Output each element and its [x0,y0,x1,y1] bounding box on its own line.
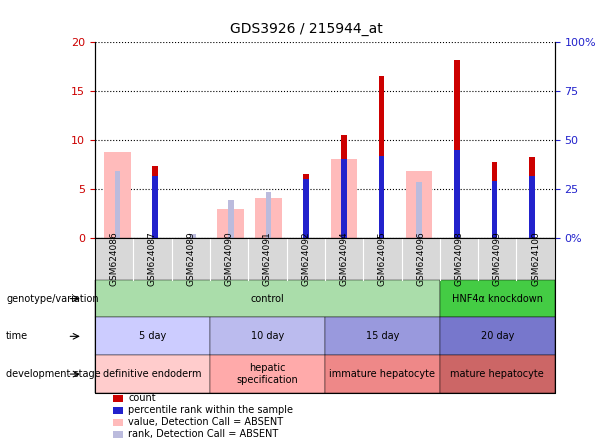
Bar [255,198,281,238]
Text: mature hepatocyte: mature hepatocyte [451,369,544,379]
Text: rank, Detection Call = ABSENT: rank, Detection Call = ABSENT [128,429,278,439]
Text: GSM624095: GSM624095 [378,231,387,286]
Bar [265,192,271,238]
Bar [454,60,460,238]
Text: GSM624100: GSM624100 [531,231,540,286]
Text: hepatic
specification: hepatic specification [237,363,299,385]
Bar [406,171,432,238]
Text: 10 day: 10 day [251,331,284,341]
Text: GSM624087: GSM624087 [148,231,157,286]
Text: GSM624090: GSM624090 [224,231,234,286]
Text: 5 day: 5 day [139,331,166,341]
Text: 15 day: 15 day [366,331,399,341]
Bar [416,182,422,238]
Bar [153,176,158,238]
Bar [104,151,131,238]
Text: immature hepatocyte: immature hepatocyte [329,369,435,379]
Bar [341,159,346,238]
Bar [303,179,309,238]
Text: GSM624096: GSM624096 [416,231,425,286]
Text: GSM624094: GSM624094 [340,231,349,286]
Bar [228,200,234,238]
Bar [218,209,244,238]
Bar [492,181,497,238]
Bar [153,166,158,238]
Text: GSM624092: GSM624092 [301,231,310,286]
Text: GSM624086: GSM624086 [110,231,119,286]
Bar [341,135,346,238]
Text: count: count [128,393,156,403]
Bar [530,176,535,238]
Text: HNF4α knockdown: HNF4α knockdown [452,293,543,304]
Text: percentile rank within the sample: percentile rank within the sample [128,405,293,415]
Bar [492,163,497,238]
Bar [330,159,357,238]
Text: time: time [6,331,28,341]
Bar [530,158,535,238]
Text: genotype/variation: genotype/variation [6,293,99,304]
Text: control: control [251,293,284,304]
Bar [303,174,309,238]
Bar [115,171,120,238]
Text: GSM624089: GSM624089 [186,231,196,286]
Bar [190,234,196,238]
Text: development stage: development stage [6,369,101,379]
Bar [379,156,384,238]
Text: definitive endoderm: definitive endoderm [103,369,202,379]
Text: GDS3926 / 215944_at: GDS3926 / 215944_at [230,21,383,36]
Text: GSM624099: GSM624099 [493,231,502,286]
Bar [379,76,384,238]
Text: GSM624091: GSM624091 [263,231,272,286]
Text: GSM624098: GSM624098 [454,231,463,286]
Bar [454,150,460,238]
Text: 20 day: 20 day [481,331,514,341]
Text: value, Detection Call = ABSENT: value, Detection Call = ABSENT [128,417,283,427]
